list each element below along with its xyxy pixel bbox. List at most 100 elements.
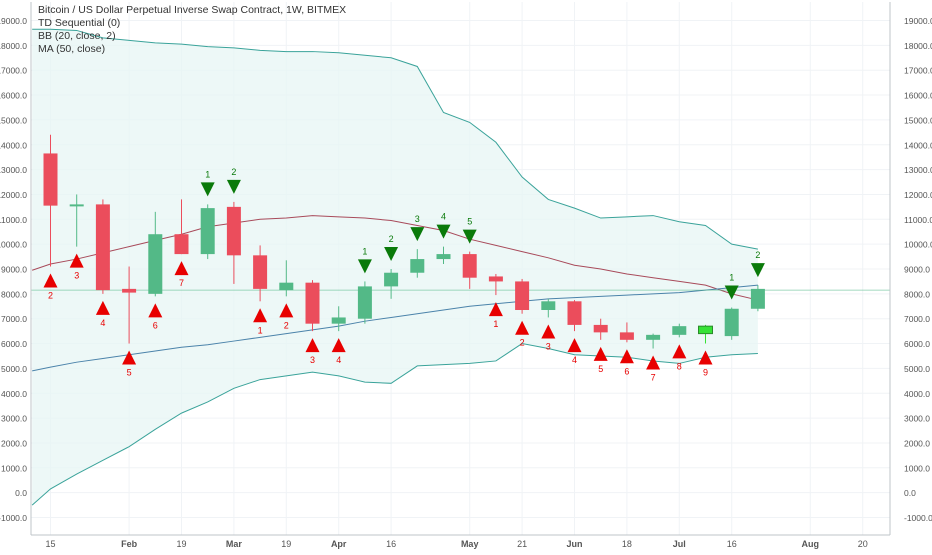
td-buy-arrow [279, 303, 294, 318]
candle[interactable] [174, 199, 189, 255]
bollinger-upper-line [32, 28, 758, 250]
y-tick-label-left: 7000.0 [1, 314, 27, 324]
candle[interactable] [593, 318, 608, 340]
td-sequential-markers: 2 3 4 5 6 7 1 2 1 2 3 4 1 2 3 4 5 1 2 3 4 5 6 7 8 9 1 2 [43, 167, 765, 383]
x-tick-label: 16 [727, 539, 737, 549]
candle-body[interactable] [750, 288, 765, 309]
y-tick-label-left: 10000.0 [0, 240, 27, 250]
td-count-label: 4 [441, 212, 446, 222]
td-count-label: 1 [493, 319, 498, 329]
candle-body[interactable] [305, 282, 320, 324]
td-sell-arrow [410, 227, 425, 242]
candle[interactable] [95, 199, 110, 294]
x-tick-label: 15 [45, 539, 55, 549]
candle-body[interactable] [698, 325, 713, 335]
candle-body[interactable] [43, 153, 58, 206]
x-tick-label: Jun [566, 539, 582, 549]
y-tick-label-right: 0.0 [904, 488, 916, 498]
candle-body[interactable] [724, 308, 739, 337]
td-count-label: 8 [677, 361, 682, 371]
candle[interactable] [672, 323, 687, 338]
candle[interactable] [646, 333, 661, 349]
candle-body[interactable] [69, 204, 84, 207]
candle-body[interactable] [672, 326, 687, 335]
td-sell-arrow [750, 263, 765, 278]
candle[interactable] [567, 300, 582, 332]
candle-body[interactable] [567, 301, 582, 325]
candle-body[interactable] [593, 324, 608, 333]
candle[interactable] [515, 278, 530, 314]
x-tick-label: Jul [673, 539, 686, 549]
candle-body[interactable] [619, 332, 634, 340]
candle-body[interactable] [436, 254, 451, 260]
candle[interactable] [305, 280, 320, 332]
candle[interactable] [724, 307, 739, 340]
candle-body[interactable] [253, 255, 268, 289]
candle[interactable] [200, 204, 215, 260]
candle-body[interactable] [488, 276, 503, 282]
candle[interactable] [253, 245, 268, 302]
indicator-td-sequential[interactable]: TD Sequential (0) [38, 17, 121, 29]
y-tick-label-left: 17000.0 [0, 66, 27, 76]
candle-body[interactable] [122, 288, 137, 293]
candle[interactable] [148, 211, 163, 297]
candle[interactable] [384, 269, 399, 299]
candle[interactable] [750, 285, 765, 312]
td-sell-arrow [357, 259, 372, 274]
y-tick-label-right: 19000.0 [904, 16, 932, 26]
candle[interactable] [488, 273, 503, 296]
candle[interactable] [462, 251, 477, 289]
candle-body[interactable] [95, 204, 110, 291]
td-count-label: 2 [284, 320, 289, 330]
candle-body[interactable] [541, 301, 556, 311]
indicator-moving-average[interactable]: MA (50, close) [38, 43, 106, 55]
candle-body[interactable] [331, 317, 346, 324]
candle[interactable] [410, 249, 425, 278]
candle[interactable] [43, 134, 58, 267]
td-count-label: 3 [415, 214, 420, 224]
td-count-label: 1 [205, 169, 210, 179]
candle[interactable] [436, 246, 451, 265]
candle[interactable] [698, 324, 713, 344]
y-tick-label-left: 13000.0 [0, 165, 27, 175]
candle-body[interactable] [462, 254, 477, 278]
y-tick-label-left: 15000.0 [0, 115, 27, 125]
indicator-bollinger[interactable]: BB (20, close, 2) [38, 30, 116, 42]
y-tick-label-right: 7000.0 [904, 314, 930, 324]
candle-body[interactable] [410, 259, 425, 273]
candle[interactable] [619, 322, 634, 343]
td-buy-arrow [541, 324, 556, 339]
moving-average [32, 284, 758, 372]
candle-body[interactable] [174, 234, 189, 255]
y-tick-label-right: -1000.0 [904, 513, 932, 523]
candle[interactable] [69, 194, 84, 247]
candle-body[interactable] [226, 206, 241, 256]
candle-body[interactable] [646, 334, 661, 340]
td-count-label: 1 [729, 273, 734, 283]
candle-body[interactable] [200, 208, 215, 255]
candle-body[interactable] [148, 234, 163, 294]
candles[interactable] [43, 134, 765, 349]
candle-body[interactable] [515, 281, 530, 311]
candle-body[interactable] [384, 272, 399, 287]
y-tick-label-left: 14000.0 [0, 140, 27, 150]
td-count-label: 2 [755, 250, 760, 260]
td-count-label: 9 [703, 368, 708, 378]
candle[interactable] [357, 281, 372, 324]
candle[interactable] [541, 298, 556, 318]
candle[interactable] [331, 306, 346, 332]
candle[interactable] [122, 266, 137, 344]
td-buy-arrow [43, 273, 58, 288]
y-tick-label-left: 11000.0 [0, 215, 27, 225]
td-sell-arrow [226, 179, 241, 194]
candle-body[interactable] [279, 282, 294, 291]
candle[interactable] [226, 201, 241, 284]
td-buy-arrow [305, 338, 320, 353]
candle[interactable] [279, 260, 294, 297]
candle-body[interactable] [357, 286, 372, 319]
y-tick-label-right: 1000.0 [904, 463, 930, 473]
td-count-label: 5 [598, 364, 603, 374]
y-tick-label-right: 3000.0 [904, 414, 930, 424]
